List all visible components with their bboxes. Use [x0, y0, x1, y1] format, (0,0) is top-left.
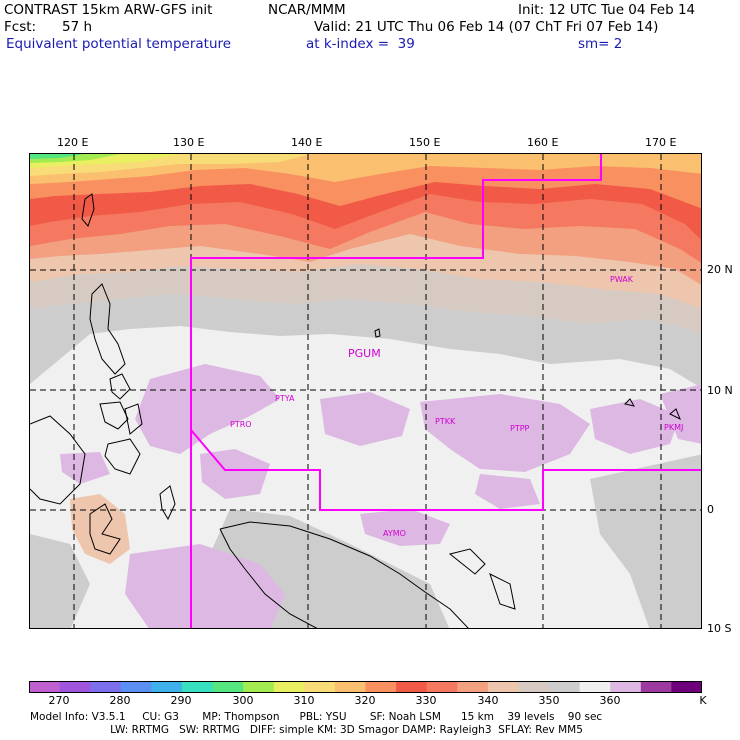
coastlines	[30, 193, 681, 628]
colorbar-swatch	[273, 681, 305, 693]
graticule	[30, 154, 701, 628]
theta-e-map: PWAK PGUM PTYA PTRO PTKK PTPP PKMJ AYMO	[29, 153, 702, 629]
colorbar-swatch	[487, 681, 519, 693]
colorbar-border	[29, 681, 702, 693]
colorbar-swatch	[212, 681, 244, 693]
lat-label-20n: 20 N	[707, 263, 733, 276]
colorbar-swatch	[640, 681, 672, 693]
colorbar-swatch	[90, 681, 122, 693]
model-info-line1: Model Info: V3.5.1 CU: G3 MP: Thompson P…	[30, 711, 603, 723]
forecast-label: Fcst:	[4, 19, 37, 35]
lon-label-170: 170 E	[645, 136, 677, 149]
colorbar-swatch	[365, 681, 397, 693]
east-355	[590, 454, 701, 628]
lon-label-140: 140 E	[291, 136, 323, 149]
colorbar-swatch	[549, 681, 581, 693]
lat-label-0: 0	[707, 503, 714, 516]
station-pgum: PGUM	[348, 347, 381, 360]
lon-label-120: 120 E	[57, 136, 89, 149]
colorbar-swatch	[610, 681, 642, 693]
station-ptro: PTRO	[230, 420, 252, 429]
colorbar-label-300: 300	[232, 694, 254, 707]
colorbar	[29, 681, 702, 693]
colorbar-label-310: 310	[293, 694, 315, 707]
colorbar-unit: K	[699, 694, 707, 707]
field-name: Equivalent potential temperature	[6, 36, 232, 52]
colorbar-swatch	[59, 681, 91, 693]
lon-label-160: 160 E	[527, 136, 559, 149]
organization-label: NCAR/MMM	[268, 2, 346, 18]
colorbar-label-290: 290	[170, 694, 192, 707]
colorbar-swatch	[396, 681, 428, 693]
valid-time: Valid: 21 UTC Thu 06 Feb 14 (07 ChT Fri …	[314, 19, 659, 35]
colorbar-swatch	[671, 681, 702, 693]
station-pwak: PWAK	[610, 275, 634, 284]
smoothing-label: sm= 2	[578, 36, 623, 52]
colorbar-swatch	[151, 681, 183, 693]
colorbar-label-360: 360	[599, 694, 621, 707]
level-label: at k-index = 39	[306, 36, 415, 52]
station-aymo: AYMO	[383, 529, 406, 538]
colorbar-swatch	[334, 681, 366, 693]
colorbar-swatch	[457, 681, 489, 693]
colorbar-label-350: 350	[538, 694, 560, 707]
colorbar-swatch	[304, 681, 336, 693]
colorbar-swatch	[243, 681, 275, 693]
station-ptpp: PTPP	[510, 424, 530, 433]
init-time: Init: 12 UTC Tue 04 Feb 14	[518, 2, 696, 18]
station-ptya: PTYA	[275, 394, 295, 403]
colorbar-label-270: 270	[48, 694, 70, 707]
lat-label-10n: 10 N	[707, 384, 733, 397]
colorbar-swatch	[181, 681, 214, 693]
colorbar-swatch	[29, 681, 61, 693]
colorbar-swatch	[426, 681, 458, 693]
colorbar-label-320: 320	[354, 694, 376, 707]
map-canvas: PWAK PGUM PTYA PTRO PTKK PTPP PKMJ AYMO	[30, 154, 701, 628]
lat-label-10s: 10 S	[707, 622, 732, 635]
lon-label-130: 130 E	[173, 136, 205, 149]
station-ptkk: PTKK	[435, 417, 456, 426]
station-pkmj: PKMJ	[664, 423, 683, 432]
colorbar-swatch	[518, 681, 550, 693]
band-300	[30, 154, 85, 159]
colorbar-swatch	[579, 681, 611, 693]
colorbar-label-280: 280	[109, 694, 131, 707]
colorbar-label-330: 330	[415, 694, 437, 707]
lon-label-150: 150 E	[409, 136, 441, 149]
model-info-line2: LW: RRTMG SW: RRTMG DIFF: simple KM: 3D …	[30, 724, 583, 736]
domain-boundary	[190, 154, 701, 628]
colorbar-label-340: 340	[477, 694, 499, 707]
colorbar-swatch	[120, 681, 152, 693]
model-title: CONTRAST 15km ARW-GFS init	[4, 2, 213, 18]
forecast-hour: 57 h	[62, 19, 93, 35]
borneo-355	[30, 534, 90, 628]
